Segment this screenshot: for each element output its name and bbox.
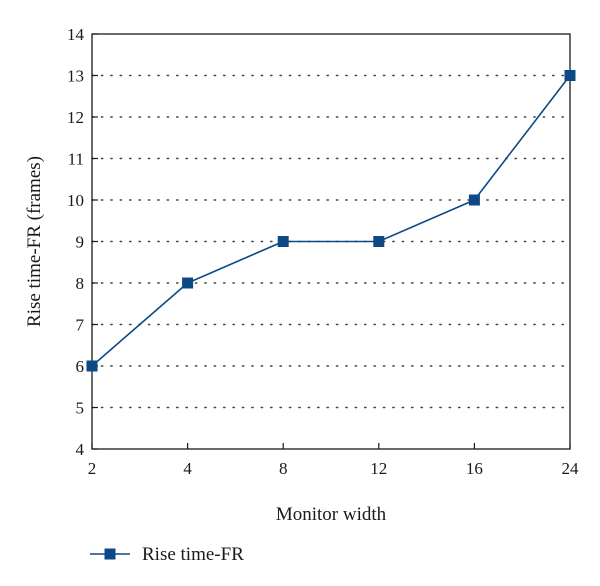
data-point <box>277 236 289 247</box>
y-tick-label: 8 <box>76 274 85 293</box>
y-tick-label: 7 <box>76 316 85 335</box>
x-tick-label: 16 <box>466 459 483 478</box>
y-tick-label: 12 <box>67 108 84 127</box>
data-point <box>86 360 98 372</box>
series-layer <box>86 70 576 372</box>
legend-marker-square <box>104 548 116 560</box>
x-tick-label: 4 <box>183 459 192 478</box>
x-tick-label: 12 <box>370 459 387 478</box>
series-line <box>91 75 571 367</box>
y-tick-label: 13 <box>67 67 84 86</box>
y-tick-label: 14 <box>67 25 85 44</box>
y-axis-title: Rise time-FR (frames) <box>24 156 45 327</box>
x-tick-label: 2 <box>88 459 97 478</box>
x-tick-label: 24 <box>562 459 580 478</box>
legend-label: Rise time-FR <box>142 544 244 565</box>
y-tick-label: 11 <box>68 150 84 169</box>
data-point <box>564 70 576 81</box>
x-tick-label: 8 <box>279 459 288 478</box>
y-tick-label: 5 <box>76 399 85 418</box>
data-point <box>182 277 194 289</box>
legend: Rise time-FR <box>90 544 244 565</box>
data-point <box>373 236 385 247</box>
data-point <box>468 194 480 206</box>
y-tick-label: 6 <box>76 357 85 376</box>
y-tick-label: 4 <box>76 440 85 459</box>
x-axis-title: Monitor width <box>276 504 387 525</box>
y-tick-label: 10 <box>67 191 84 210</box>
y-tick-label: 9 <box>76 233 85 252</box>
